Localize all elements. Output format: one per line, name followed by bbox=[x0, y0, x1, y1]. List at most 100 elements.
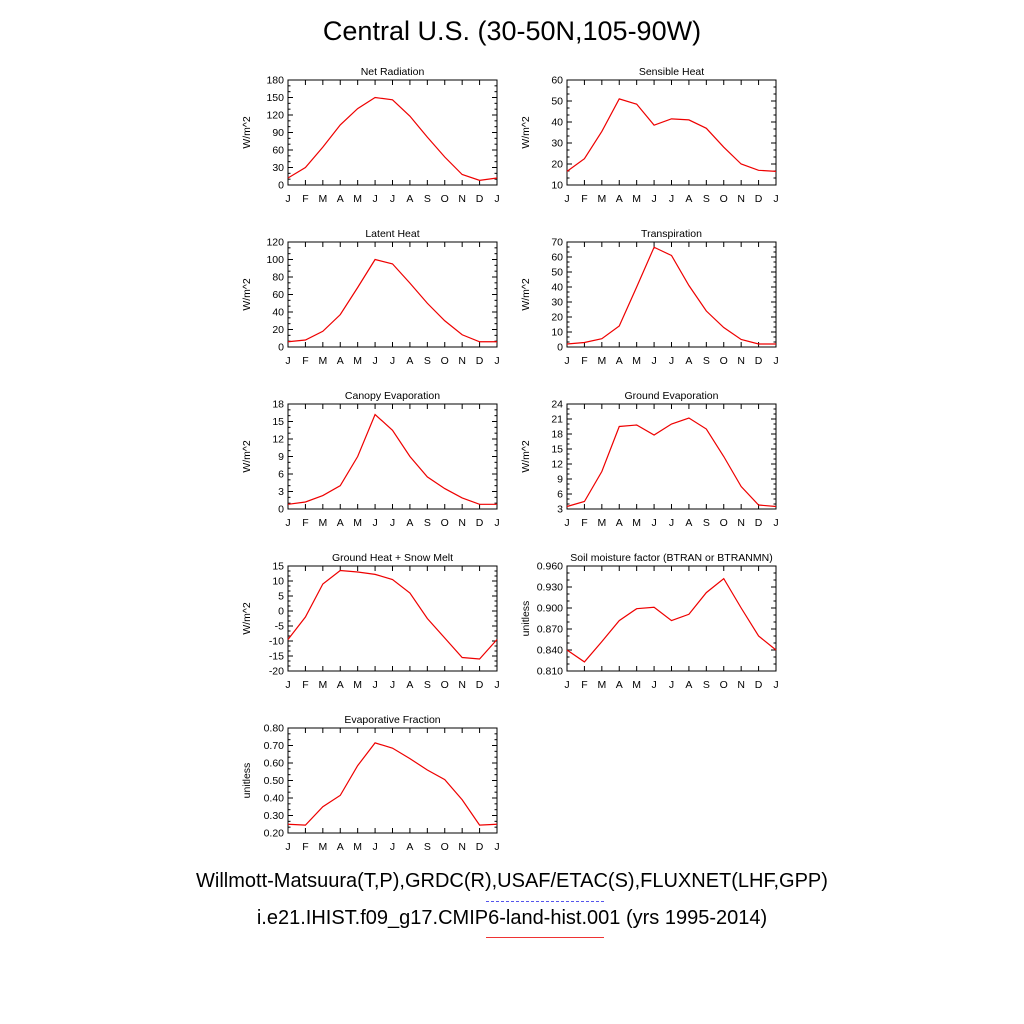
y-tick-label: 30 bbox=[551, 138, 563, 150]
y-tick-label: 0.810 bbox=[537, 666, 563, 678]
panel-title: Evaporative Fraction bbox=[344, 714, 440, 726]
x-tick-label: A bbox=[406, 517, 413, 529]
x-tick-label: O bbox=[441, 355, 449, 367]
x-tick-label: M bbox=[597, 193, 606, 205]
x-tick-label: N bbox=[737, 679, 745, 691]
plot-frame bbox=[566, 241, 777, 348]
x-tick-label: S bbox=[424, 355, 431, 367]
y-tick-label: 20 bbox=[551, 312, 563, 324]
x-tick-label: M bbox=[632, 355, 641, 367]
observations-legend-line bbox=[486, 901, 604, 902]
y-tick-label: 10 bbox=[551, 180, 563, 192]
y-tick-label: 6 bbox=[557, 489, 563, 501]
x-tick-label: J bbox=[390, 355, 395, 367]
x-tick-label: J bbox=[564, 193, 569, 205]
x-tick-label: M bbox=[632, 193, 641, 205]
y-tick-label: 60 bbox=[551, 252, 563, 264]
panel-title: Ground Heat + Snow Melt bbox=[332, 552, 453, 564]
x-tick-label: D bbox=[755, 193, 763, 205]
x-tick-label: M bbox=[632, 679, 641, 691]
x-tick-label: A bbox=[616, 679, 623, 691]
x-tick-label: J bbox=[372, 841, 377, 853]
y-tick-label: 9 bbox=[278, 451, 284, 463]
x-tick-label: J bbox=[669, 517, 674, 529]
y-tick-label: 60 bbox=[272, 145, 284, 157]
x-tick-label: M bbox=[318, 517, 327, 529]
x-tick-label: O bbox=[441, 841, 449, 853]
y-tick-label: 3 bbox=[278, 486, 284, 498]
x-tick-label: J bbox=[773, 517, 778, 529]
x-tick-label: J bbox=[669, 355, 674, 367]
y-tick-label: 18 bbox=[272, 399, 284, 411]
x-tick-label: A bbox=[406, 841, 413, 853]
y-tick-label: 40 bbox=[551, 282, 563, 294]
series-line-1 bbox=[566, 246, 776, 345]
y-tick-label: 6 bbox=[278, 469, 284, 481]
x-tick-label: J bbox=[390, 841, 395, 853]
y-tick-label: 15 bbox=[272, 561, 284, 573]
x-tick-label: F bbox=[302, 193, 308, 205]
x-tick-label: J bbox=[372, 517, 377, 529]
y-tick-label: 0.40 bbox=[264, 793, 285, 805]
x-tick-label: F bbox=[302, 517, 308, 529]
x-tick-label: J bbox=[390, 193, 395, 205]
x-tick-label: F bbox=[581, 517, 587, 529]
x-tick-label: F bbox=[581, 679, 587, 691]
y-tick-label: 10 bbox=[272, 576, 284, 588]
x-tick-label: F bbox=[581, 355, 587, 367]
y-tick-label: 0 bbox=[278, 342, 284, 354]
y-tick-label: 0.60 bbox=[264, 758, 285, 770]
y-tick-label: 0.900 bbox=[537, 603, 563, 615]
y-tick-label: 50 bbox=[551, 267, 563, 279]
x-tick-label: A bbox=[406, 193, 413, 205]
x-tick-label: M bbox=[318, 355, 327, 367]
y-tick-label: 40 bbox=[272, 307, 284, 319]
series-line-1 bbox=[287, 258, 497, 343]
x-tick-label: A bbox=[616, 517, 623, 529]
x-tick-label: S bbox=[703, 517, 710, 529]
x-tick-label: F bbox=[302, 355, 308, 367]
x-tick-label: S bbox=[703, 679, 710, 691]
x-tick-label: N bbox=[737, 355, 745, 367]
y-tick-label: 30 bbox=[272, 162, 284, 174]
y-tick-label: 15 bbox=[551, 444, 563, 456]
y-tick-label: 12 bbox=[272, 434, 284, 446]
x-tick-label: O bbox=[441, 517, 449, 529]
plot-frame bbox=[287, 727, 498, 834]
y-tick-label: -15 bbox=[269, 651, 284, 663]
x-tick-label: M bbox=[597, 679, 606, 691]
x-tick-label: A bbox=[337, 679, 344, 691]
x-tick-label: A bbox=[337, 193, 344, 205]
x-tick-label: N bbox=[458, 841, 466, 853]
x-tick-label: M bbox=[318, 841, 327, 853]
panel-title: Ground Evaporation bbox=[625, 390, 719, 402]
series-line-1 bbox=[566, 417, 777, 508]
model-legend-line bbox=[486, 937, 604, 938]
x-tick-label: M bbox=[353, 679, 362, 691]
x-tick-label: J bbox=[669, 679, 674, 691]
x-tick-label: O bbox=[720, 517, 728, 529]
panel-title: Net Radiation bbox=[361, 66, 425, 78]
y-tick-label: 100 bbox=[266, 254, 284, 266]
y-tick-label: 10 bbox=[551, 327, 563, 339]
x-tick-label: M bbox=[353, 517, 362, 529]
x-tick-label: N bbox=[737, 517, 745, 529]
x-tick-label: J bbox=[564, 679, 569, 691]
x-tick-label: A bbox=[685, 517, 692, 529]
x-tick-label: J bbox=[285, 355, 290, 367]
x-tick-label: S bbox=[703, 355, 710, 367]
x-tick-label: D bbox=[476, 193, 484, 205]
x-tick-label: S bbox=[703, 193, 710, 205]
y-tick-label: 40 bbox=[551, 117, 563, 129]
x-tick-label: M bbox=[597, 355, 606, 367]
panel-title: Transpiration bbox=[641, 228, 702, 240]
y-tick-label: -5 bbox=[275, 621, 284, 633]
x-tick-label: A bbox=[685, 679, 692, 691]
series-line-1 bbox=[566, 98, 777, 172]
y-tick-label: 90 bbox=[272, 127, 284, 139]
x-tick-label: M bbox=[318, 679, 327, 691]
x-tick-label: D bbox=[476, 517, 484, 529]
panel-title: Sensible Heat bbox=[639, 66, 704, 78]
x-tick-label: O bbox=[720, 193, 728, 205]
x-tick-label: S bbox=[424, 841, 431, 853]
